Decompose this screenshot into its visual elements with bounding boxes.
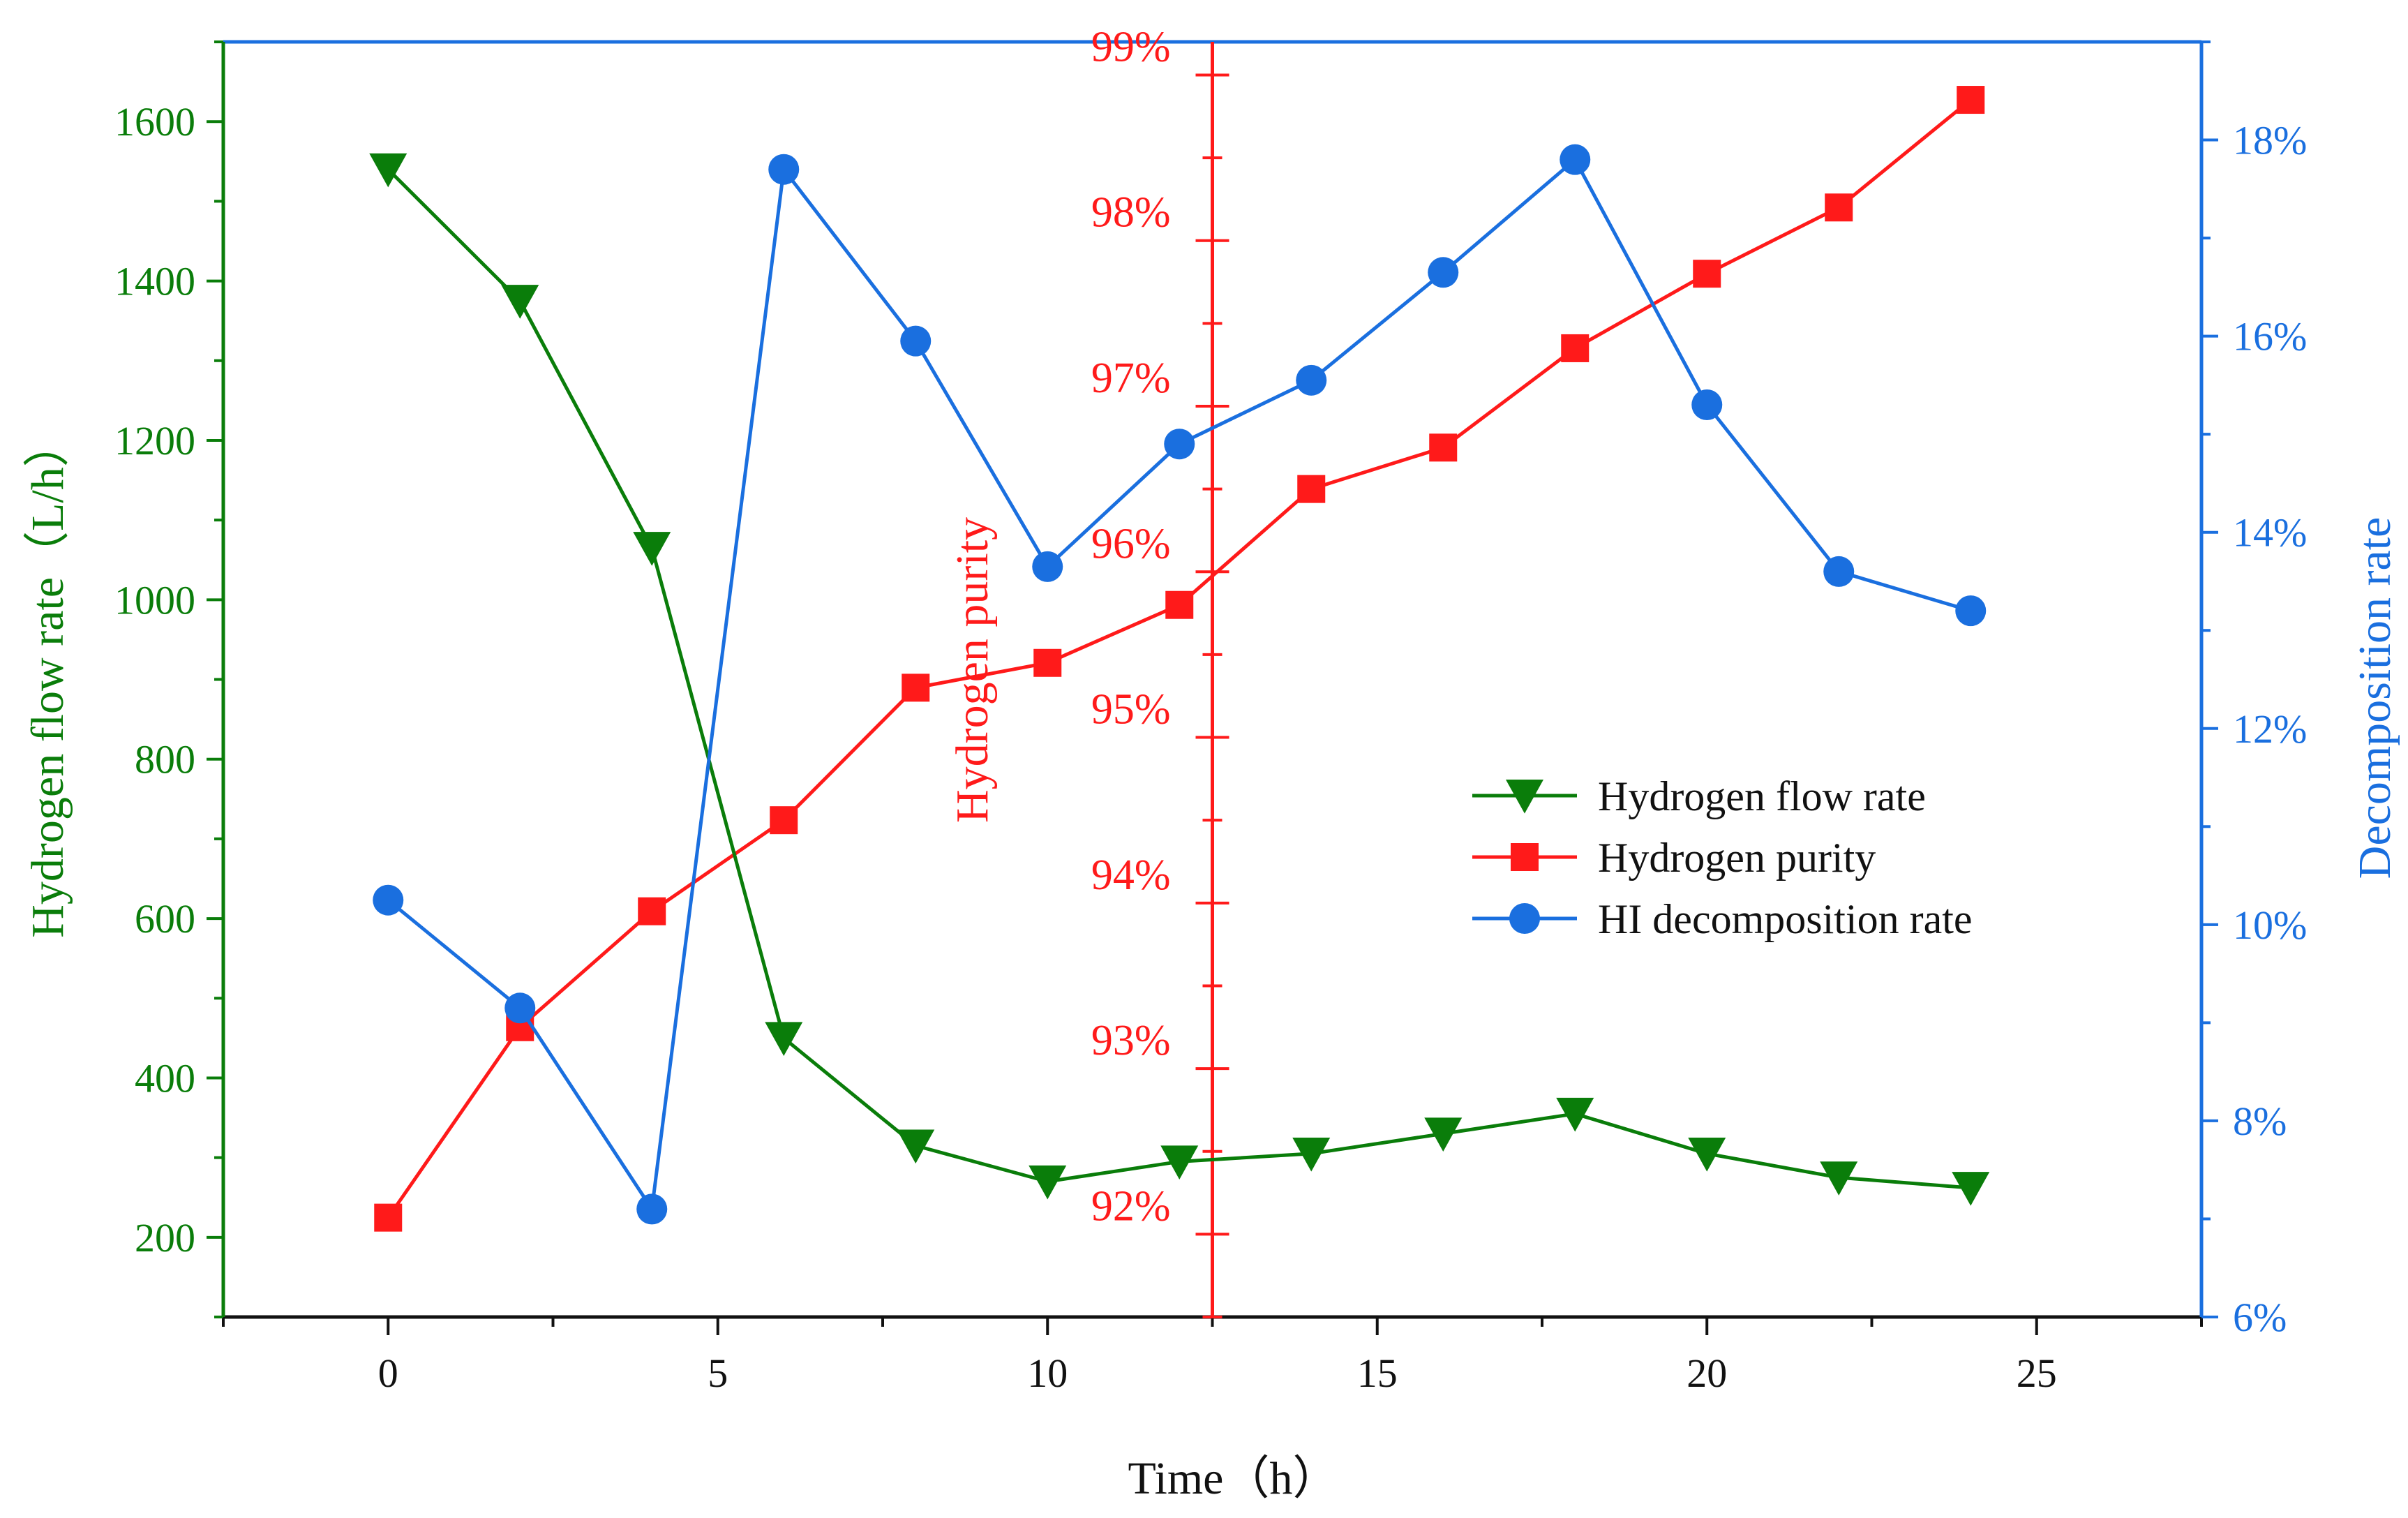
- middle-tick-label: 92%: [1091, 1182, 1171, 1230]
- hi-decomposition-rate-point: [768, 154, 800, 185]
- hydrogen-purity-point: [1825, 193, 1853, 222]
- left-tick-label: 400: [135, 1055, 195, 1101]
- hi-decomposition-rate-point: [1560, 144, 1591, 175]
- right-tick-label: 12%: [2233, 706, 2307, 752]
- hi-decomposition-rate-point: [1428, 257, 1459, 288]
- hydrogen-purity-point: [902, 674, 930, 702]
- hydrogen-flow-rate-point: [1556, 1097, 1594, 1132]
- hydrogen-purity-point: [1297, 475, 1326, 503]
- hi-decomposition-rate-point: [1691, 389, 1723, 420]
- hydrogen-purity-point: [1165, 590, 1194, 619]
- x-tick-label: 0: [378, 1350, 398, 1396]
- hi-decomposition-rate-point: [900, 325, 932, 357]
- middle-tick-label: 96%: [1091, 520, 1171, 567]
- hydrogen-flow-rate-point: [1424, 1117, 1463, 1152]
- hi-decomposition-rate-point: [636, 1193, 668, 1225]
- legend-label-hydrogen-flow-rate: Hydrogen flow rate: [1598, 773, 1926, 819]
- right-tick-label: 16%: [2233, 314, 2307, 359]
- hydrogen-purity-point: [1033, 648, 1062, 677]
- right-tick-label: 18%: [2233, 118, 2307, 163]
- legend-marker-hi-decomposition-rate: [1509, 903, 1540, 934]
- hydrogen-flow-rate-point: [1029, 1165, 1067, 1200]
- axes-layer: [207, 40, 2218, 1335]
- x-tick-label: 20: [1687, 1350, 1727, 1396]
- right-tick-label: 14%: [2233, 510, 2307, 556]
- hi-decomposition-rate-point: [373, 884, 404, 916]
- hydrogen-flow-rate-point: [1160, 1145, 1199, 1180]
- middle-tick-label: 94%: [1091, 851, 1171, 899]
- hydrogen-purity-point: [770, 806, 798, 835]
- x-tick-label: 10: [1027, 1350, 1068, 1396]
- middle-tick-label: 99%: [1091, 23, 1171, 70]
- hydrogen-flow-rate-point: [1292, 1137, 1331, 1172]
- legend-marker-hydrogen-flow-rate: [1506, 780, 1543, 814]
- middle-axis-title: Hydrogen purity: [947, 517, 998, 823]
- hydrogen-purity-point: [1957, 86, 1985, 114]
- hydrogen-flow-rate-point: [369, 153, 407, 188]
- hydrogen-flow-rate-point: [633, 532, 671, 566]
- legend-marker-hydrogen-purity: [1511, 843, 1539, 871]
- right-tick-label: 6%: [2233, 1295, 2287, 1340]
- hydrogen-purity-point: [1561, 334, 1590, 362]
- legend: Hydrogen flow rate Hydrogen purity HI deco…: [1472, 773, 1973, 942]
- legend-label-hi-decomposition-rate: HI decomposition rate: [1598, 896, 1973, 942]
- hi-decomposition-rate-point: [1032, 551, 1063, 582]
- labels-layer: 0 5 10 15 20 25 Time（h） 200 400 600 800 1000 1200 140…: [22, 23, 2400, 1504]
- middle-tick-label: 95%: [1091, 686, 1171, 734]
- hi-decomposition-rate-point: [1164, 429, 1195, 460]
- hydrogen-purity-point: [638, 897, 666, 925]
- hydrogen-flow-rate-point: [1688, 1137, 1726, 1172]
- series-layer: [369, 86, 1990, 1232]
- left-tick-label: 1200: [114, 418, 195, 463]
- hydrogen-purity-point: [1693, 260, 1721, 288]
- middle-tick-label: 93%: [1091, 1017, 1171, 1064]
- x-tick-label: 15: [1357, 1350, 1398, 1396]
- hydrogen-purity-point: [374, 1203, 403, 1232]
- hydrogen-purity-point: [1429, 433, 1458, 462]
- middle-tick-label: 98%: [1091, 189, 1171, 237]
- legend-label-hydrogen-purity: Hydrogen purity: [1598, 835, 1876, 881]
- x-tick-label: 5: [708, 1350, 728, 1396]
- left-tick-label: 1600: [114, 99, 195, 144]
- right-tick-label: 10%: [2233, 902, 2307, 948]
- middle-tick-label: 97%: [1091, 355, 1171, 402]
- right-tick-label: 8%: [2233, 1099, 2287, 1144]
- hi-decomposition-rate-point: [504, 992, 536, 1024]
- left-tick-label: 800: [135, 737, 195, 782]
- x-axis-title: Time（h）: [1128, 1453, 1339, 1504]
- left-tick-label: 1400: [114, 259, 195, 304]
- hi-decomposition-rate-point: [1823, 556, 1855, 587]
- hydrogen-flow-rate-point: [1952, 1172, 1990, 1206]
- left-tick-label: 200: [135, 1215, 195, 1260]
- hydrogen-flow-rate-point: [501, 285, 539, 319]
- x-tick-label: 25: [2017, 1350, 2057, 1396]
- hydrogen-flow-rate-point: [897, 1129, 935, 1164]
- hi-decomposition-rate-point: [1955, 595, 1987, 627]
- hydrogen-flow-rate-point: [765, 1022, 803, 1056]
- left-tick-label: 600: [135, 896, 195, 942]
- left-tick-label: 1000: [114, 577, 195, 623]
- right-axis-title: Decomposition rate: [2349, 517, 2400, 879]
- hydrogen-flow-rate-point: [1820, 1161, 1858, 1196]
- left-axis-title: Hydrogen flow rate（L/h）: [22, 421, 73, 937]
- hi-decomposition-rate-point: [1296, 364, 1327, 396]
